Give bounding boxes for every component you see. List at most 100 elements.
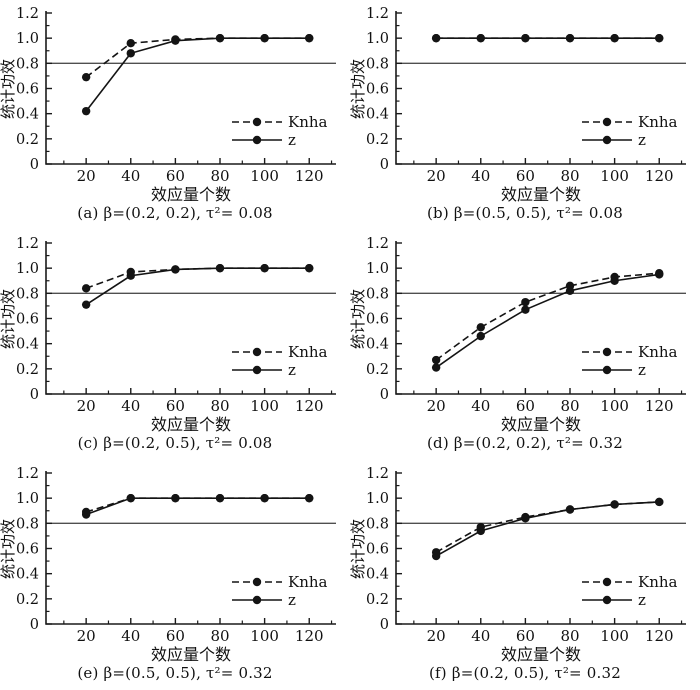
panel-c-caption: (c) β=(0.2, 0.5), τ²= 0.08 [77, 434, 273, 452]
y-tick-label: 1.2 [16, 6, 39, 22]
legend-marker-Knha [252, 117, 262, 127]
y-tick-label: 1.0 [16, 491, 39, 507]
x-tick-label: 80 [560, 167, 579, 185]
y-tick-label: 0 [380, 387, 389, 403]
x-tick-label: 60 [516, 167, 535, 185]
y-tick-label: 0.4 [16, 337, 39, 353]
panel-b: 0 0.2 0.4 0.6 0.8 1.0 1.2 20 40 60 80 100 120 Knha z 效应… [350, 0, 700, 230]
y-tick-label: 0.8 [366, 56, 389, 72]
x-tick-label: 80 [210, 167, 229, 185]
x-axis-title: 效应量个数 [151, 185, 231, 204]
x-tick-label: 20 [77, 397, 96, 415]
panel-f: 0 0.2 0.4 0.6 0.8 1.0 1.2 20 40 60 80 100 120 Knha z 效应… [350, 460, 700, 690]
series-line-Knha [435, 501, 660, 553]
data-point [610, 272, 619, 282]
x-tick-label: 80 [560, 627, 579, 645]
y-tick-label: 1.2 [16, 466, 39, 482]
data-point [126, 267, 135, 277]
series-Knha [431, 269, 664, 365]
x-tick-label: 20 [427, 167, 446, 185]
x-tick-label: 120 [295, 167, 324, 185]
data-point [126, 493, 135, 503]
y-tick-label: 1.0 [366, 491, 389, 507]
panel-e-caption: (e) β=(0.5, 0.5), τ²= 0.32 [77, 664, 273, 682]
panel-b-caption: (b) β=(0.5, 0.5), τ²= 0.08 [426, 204, 624, 222]
x-tick-label: 20 [77, 167, 96, 185]
data-point [260, 493, 269, 503]
panel-d: 0 0.2 0.4 0.6 0.8 1.0 1.2 20 40 60 80 100 120 Knha z 效应… [350, 230, 700, 460]
series-line-Knha [85, 37, 310, 78]
data-point [305, 33, 314, 43]
x-tick-label: 100 [250, 167, 279, 185]
legend-label-Knha: Knha [638, 573, 678, 591]
data-point [610, 33, 619, 43]
panel-e: 0 0.2 0.4 0.6 0.8 1.0 1.2 20 40 60 80 100 120 Knha z 效应… [0, 460, 350, 690]
x-tick-label: 60 [166, 397, 185, 415]
legend-marker-Knha [252, 347, 262, 357]
y-tick-label: 0 [30, 387, 39, 403]
series-line-Knha [85, 267, 310, 290]
data-point [431, 33, 441, 43]
y-tick-label: 0 [380, 157, 389, 173]
y-tick-label: 1.2 [16, 236, 39, 252]
data-point [126, 49, 135, 58]
y-tick-label: 0.2 [366, 132, 389, 148]
x-tick-label: 60 [516, 397, 535, 415]
x-tick-label: 100 [600, 627, 629, 645]
y-axis-title: 统计功效 [0, 289, 17, 349]
y-tick-label: 0.6 [366, 312, 389, 328]
data-point [305, 263, 314, 273]
x-tick-label: 120 [645, 167, 674, 185]
data-point [431, 548, 441, 557]
data-point [655, 33, 664, 43]
series-Knha [431, 33, 664, 43]
y-tick-label: 0.2 [366, 592, 389, 608]
data-point [81, 507, 91, 517]
data-point [476, 33, 485, 43]
series-Knha [431, 497, 664, 557]
series-line-Knha [435, 272, 660, 361]
data-point [565, 281, 575, 290]
y-tick-label: 1.0 [16, 261, 39, 277]
y-axis-title: 统计功效 [350, 519, 367, 579]
y-tick-label: 0.8 [16, 56, 39, 72]
data-point [476, 323, 485, 332]
legend-label-Knha: Knha [288, 573, 328, 591]
y-axis-title: 统计功效 [0, 59, 17, 119]
x-tick-label: 100 [250, 397, 279, 415]
y-tick-label: 0.2 [366, 362, 389, 378]
x-tick-label: 120 [295, 627, 324, 645]
y-tick-label: 0 [30, 617, 39, 633]
x-axis-title: 效应量个数 [151, 415, 231, 434]
data-point [610, 500, 619, 509]
x-tick-label: 60 [166, 167, 185, 185]
data-point [260, 263, 269, 273]
y-tick-label: 0.4 [366, 567, 389, 583]
y-tick-label: 0.8 [16, 286, 39, 302]
legend-label-Knha: Knha [288, 113, 328, 131]
series-z [81, 263, 314, 309]
x-tick-label: 80 [210, 397, 229, 415]
x-tick-label: 100 [600, 167, 629, 185]
y-tick-label: 0.8 [366, 516, 389, 532]
legend-label-z: z [288, 361, 296, 379]
y-tick-label: 0.2 [16, 132, 39, 148]
x-tick-label: 40 [121, 167, 140, 185]
legend-marker-z [602, 135, 612, 145]
y-tick-label: 0.4 [366, 107, 389, 123]
legend-label-z: z [288, 591, 296, 609]
y-axis-title: 统计功效 [0, 519, 17, 579]
y-tick-label: 0 [30, 157, 39, 173]
legend-label-z: z [638, 131, 646, 149]
data-point [81, 72, 91, 82]
x-tick-label: 100 [250, 627, 279, 645]
x-tick-label: 40 [471, 627, 490, 645]
